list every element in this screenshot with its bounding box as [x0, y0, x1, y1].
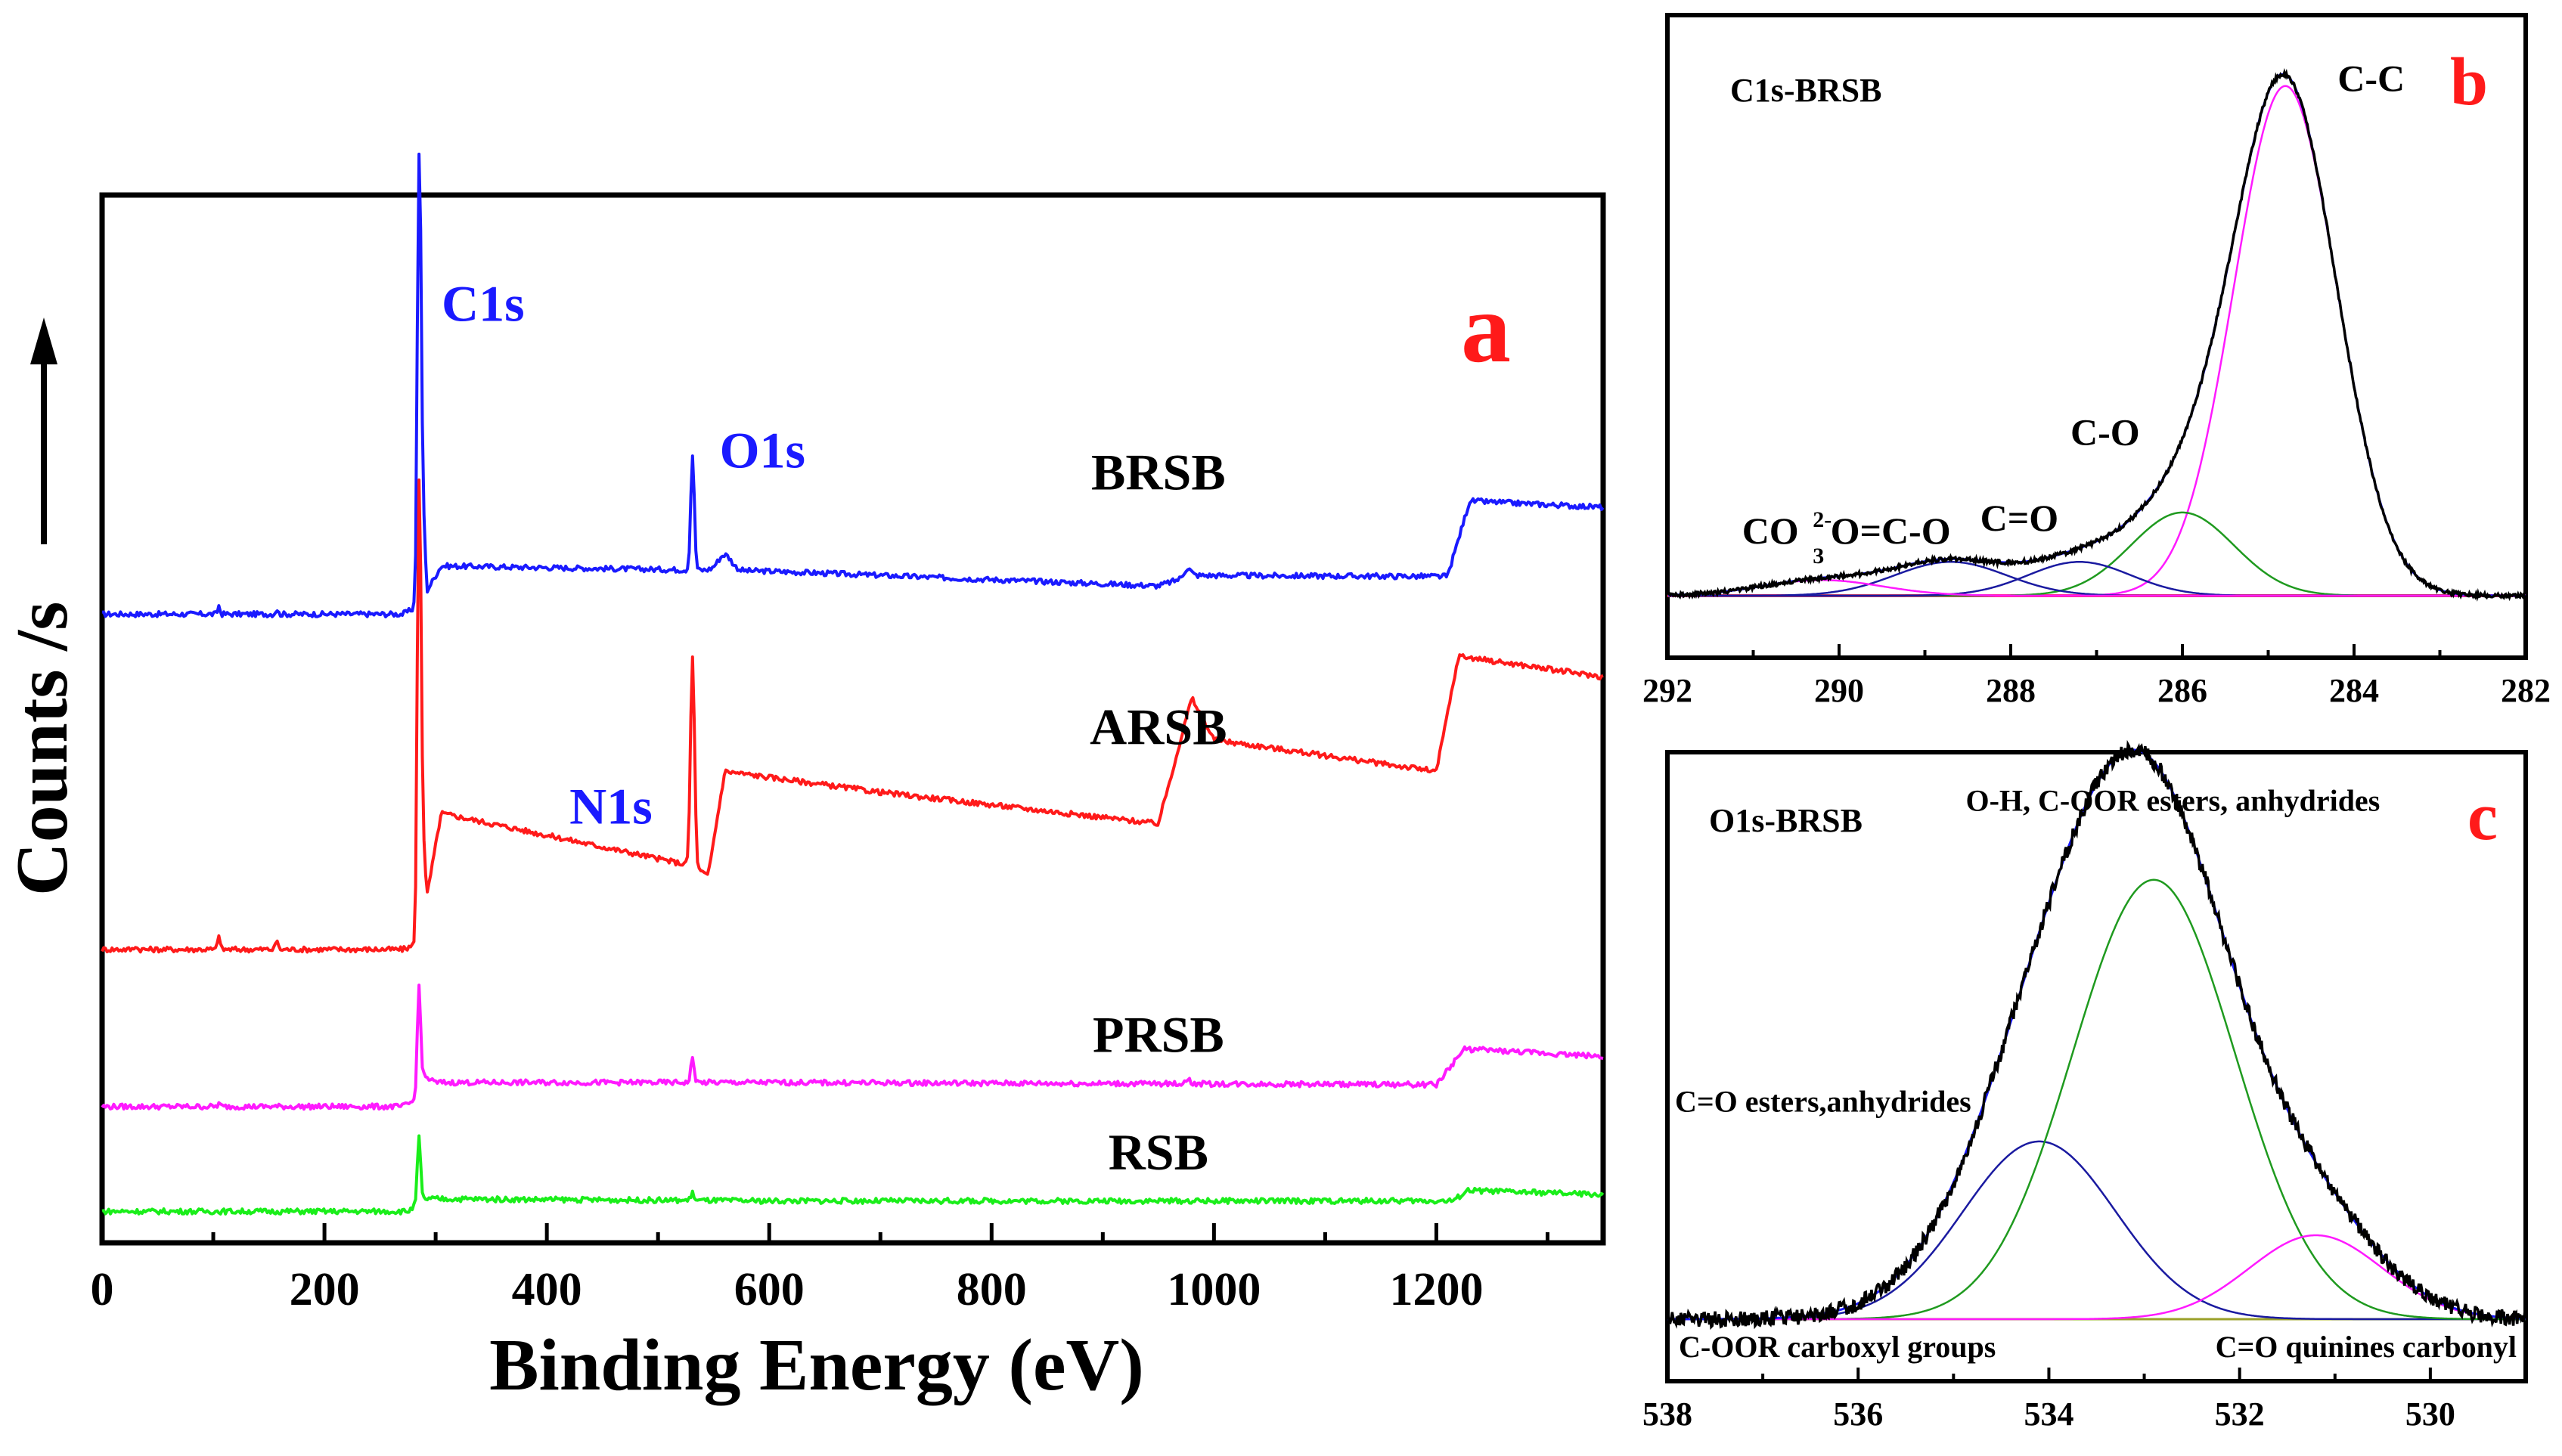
- panel-c-frame: [1665, 750, 2528, 1383]
- panel-c-components: [1666, 739, 2527, 1331]
- peak-annotation: C-O: [2070, 410, 2140, 453]
- panel-a-peak-labels: C1s O1s N1s: [442, 274, 805, 835]
- panel-c-tick-labels: 538 536 534 532 530: [1642, 1396, 2455, 1433]
- x-tick-label: 200: [290, 1264, 360, 1315]
- x-tick-label: 288: [1986, 672, 2036, 709]
- component-curve-4: [1668, 579, 2526, 597]
- series-brsb-line: [101, 152, 1605, 618]
- peak-annotation: C=O quinines carbonyl: [2216, 1330, 2517, 1364]
- peak-annotation: C=O: [1980, 497, 2059, 539]
- peak-annotation: C=O esters,anhydrides: [1675, 1085, 1971, 1119]
- x-tick-label: 292: [1642, 672, 1692, 709]
- panel-a-label: a: [1461, 272, 1511, 383]
- y-axis-title: Counts /s: [2, 602, 83, 896]
- panel-a-ticks: [100, 1223, 1549, 1243]
- series-label-rsb: RSB: [1109, 1123, 1208, 1181]
- x-tick-label: 1000: [1167, 1264, 1261, 1315]
- panel-b-label: b: [2450, 45, 2488, 119]
- peak-label-n1s: N1s: [569, 778, 653, 835]
- x-tick-label: 0: [91, 1264, 114, 1315]
- peak-annotation: C-OOR carboxyl groups: [1679, 1330, 1996, 1364]
- panel-c-annotations: O-H, C-OOR esters, anhydrides C=O esters,…: [1675, 783, 2517, 1364]
- panel-c-title: O1s-BRSB: [1709, 802, 1863, 839]
- peak-annotation: C-C: [2337, 57, 2405, 100]
- panel-a-series-labels: BRSB ARSB PRSB RSB: [1090, 443, 1227, 1181]
- series-arsb-line: [101, 478, 1604, 954]
- series-label-brsb: BRSB: [1091, 443, 1226, 500]
- panel-a-tick-labels: 0 200 400 600 800 1000 1200: [91, 1264, 1484, 1315]
- component-curve-2: [1667, 1234, 2526, 1321]
- component-curve-0: [1667, 1140, 2526, 1321]
- panel-c-label: c: [2467, 779, 2498, 854]
- annotation-subscript: 3: [1813, 544, 1824, 568]
- panel-a-frame: [99, 192, 1606, 1246]
- peak-label-c1s: C1s: [442, 274, 525, 332]
- x-tick-label: 282: [2501, 672, 2551, 709]
- y-axis-title-group: Counts /s: [2, 602, 83, 896]
- panel-a-series: [101, 152, 1605, 1216]
- series-label-prsb: PRSB: [1093, 1006, 1224, 1064]
- peak-label-o1s: O1s: [720, 421, 805, 479]
- panel-a: 0 200 400 600 800 1000 1200 C1s O1s N1s BRSB ARSB…: [2, 152, 1606, 1406]
- panel-b-annotations: C-C C-O C=O O=C-O CO 3 2-: [1742, 57, 2405, 569]
- x-tick-label: 800: [957, 1264, 1027, 1315]
- series-rsb-line: [101, 1134, 1605, 1216]
- panel-b-tick-labels: 292 290 288 286 284 282: [1642, 672, 2551, 709]
- peak-annotation: O-H, C-OOR esters, anhydrides: [1966, 783, 2381, 817]
- x-tick-label: 286: [2157, 672, 2207, 709]
- raw-spectrum: [1666, 739, 2527, 1331]
- x-tick-label: 290: [1814, 672, 1864, 709]
- x-tick-label: 534: [2024, 1396, 2073, 1433]
- peak-annotation: CO: [1742, 510, 1799, 552]
- x-tick-label: 532: [2215, 1396, 2265, 1433]
- annotation-superscript: 2-: [1813, 507, 1832, 532]
- x-tick-label: 538: [1642, 1396, 1692, 1433]
- panel-c: 538 536 534 532 530 O-H, C-OOR esters, anhyd…: [1642, 739, 2528, 1433]
- panel-b: 292 290 288 286 284 282 C-C C-O C=O O=C-O CO 3 2- C…: [1642, 13, 2551, 709]
- panel-b-ticks: [1666, 644, 2527, 658]
- x-tick-label: 536: [1833, 1396, 1883, 1433]
- x-tick-label: 600: [734, 1264, 805, 1315]
- panel-b-frame: [1665, 13, 2528, 660]
- series-label-arsb: ARSB: [1090, 698, 1227, 755]
- x-tick-label: 284: [2329, 672, 2379, 709]
- panel-b-title: C1s-BRSB: [1730, 72, 1882, 109]
- series-prsb-line: [101, 984, 1604, 1111]
- x-tick-label: 1200: [1389, 1264, 1483, 1315]
- peak-annotation: O=C-O: [1831, 510, 1951, 552]
- x-tick-label: 400: [512, 1264, 582, 1315]
- x-tick-label: 530: [2405, 1396, 2455, 1433]
- y-axis-arrow-head: [30, 318, 57, 364]
- x-axis-title: Binding Energy (eV): [489, 1324, 1144, 1406]
- panel-c-ticks: [1666, 1368, 2527, 1381]
- raw-spectrum: [1667, 67, 2527, 602]
- panel-b-components: [1667, 67, 2527, 602]
